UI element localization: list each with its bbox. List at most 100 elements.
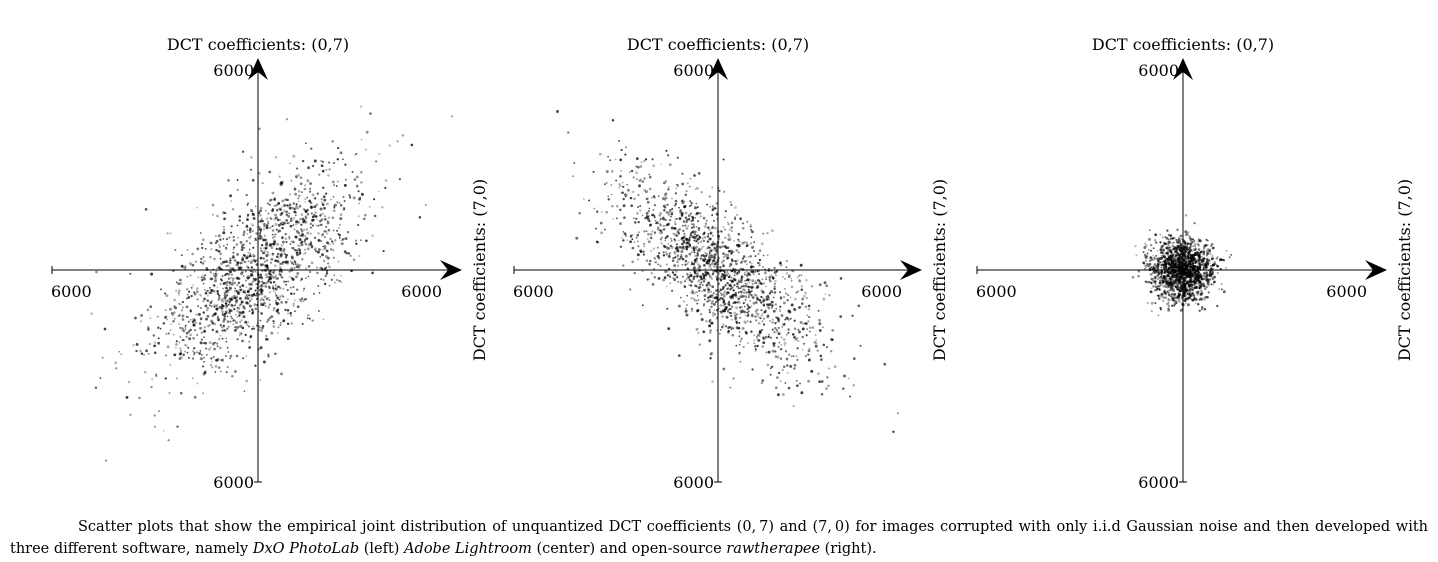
y-axis-arrowhead	[1173, 58, 1193, 80]
scatter-point	[1185, 254, 1188, 257]
scatter-point	[179, 352, 183, 355]
scatter-point	[1177, 299, 1180, 302]
scatter-point	[288, 270, 291, 273]
scatter-point	[200, 354, 203, 356]
scatter-point	[352, 258, 356, 262]
scatter-point	[285, 280, 287, 283]
scatter-point	[247, 259, 250, 263]
scatter-point	[724, 253, 727, 257]
scatter-point	[238, 334, 241, 337]
scatter-point	[225, 327, 229, 330]
y-axis-label: DCT coefficients: (0,7)	[1092, 35, 1274, 54]
scatter-point	[174, 342, 178, 346]
scatter-point	[245, 295, 249, 299]
scatter-point	[175, 347, 177, 349]
scatter-point	[1205, 274, 1209, 278]
scatter-point	[741, 275, 743, 277]
scatter-point	[1188, 293, 1191, 296]
scatter-point	[742, 302, 745, 305]
scatter-point	[252, 277, 255, 280]
scatter-point	[225, 337, 228, 340]
scatter-point	[782, 338, 786, 341]
scatter-point	[787, 318, 790, 321]
scatter-point	[263, 252, 266, 255]
scatter-point	[771, 321, 774, 324]
scatter-point	[684, 224, 687, 227]
scatter-point	[189, 309, 192, 312]
scatter-point	[754, 255, 757, 258]
scatter-point	[254, 307, 258, 311]
scatter-point	[194, 321, 198, 325]
scatter-point	[741, 257, 745, 260]
scatter-point	[809, 326, 812, 329]
scatter-point	[331, 240, 334, 243]
scatter-point	[289, 243, 292, 245]
scatter-point	[654, 261, 658, 264]
scatter-point	[239, 288, 243, 292]
scatter-point	[781, 323, 784, 326]
scatter-point	[1195, 253, 1198, 256]
scatter-point	[186, 305, 189, 308]
scatter-point	[833, 365, 837, 368]
scatter-point	[674, 202, 678, 205]
scatter-point	[826, 376, 829, 379]
scatter-point	[703, 263, 706, 267]
scatter-point	[264, 304, 267, 307]
scatter-point	[179, 335, 182, 338]
scatter-point	[697, 249, 699, 252]
scatter-point	[326, 221, 330, 225]
scatter-point	[754, 280, 757, 283]
scatter-point	[246, 297, 250, 300]
scatter-point	[747, 293, 751, 297]
scatter-point	[1200, 289, 1203, 293]
scatter-point	[689, 177, 692, 180]
scatter-point	[694, 230, 697, 233]
scatter-point	[1198, 298, 1201, 301]
scatter-point	[1143, 262, 1146, 265]
scatter-point	[643, 245, 646, 248]
scatter-point	[283, 253, 286, 255]
scatter-point	[761, 345, 764, 348]
scatter-point	[738, 316, 742, 319]
scatter-point	[297, 264, 301, 267]
scatter-point	[314, 247, 317, 250]
scatter-point	[747, 288, 750, 291]
scatter-point	[224, 281, 227, 284]
scatter-point	[726, 221, 729, 224]
scatter-point	[660, 231, 663, 234]
scatter-point	[659, 265, 662, 268]
scatter-point	[766, 363, 770, 367]
scatter-point	[220, 262, 223, 266]
scatter-point	[604, 228, 606, 231]
scatter-point	[730, 294, 734, 298]
scatter-point	[225, 304, 228, 307]
scatter-point	[827, 384, 830, 388]
scatter-point	[1155, 271, 1159, 274]
scatter-point	[94, 386, 98, 389]
scatter-point	[233, 246, 236, 249]
scatter-point	[683, 247, 686, 250]
scatter-point	[215, 239, 219, 243]
scatter-point	[1159, 249, 1163, 252]
scatter-point	[719, 292, 722, 295]
scatter-point	[236, 252, 240, 256]
scatter-point	[719, 303, 723, 307]
scatter-point	[691, 289, 694, 292]
scatter-point	[222, 297, 225, 300]
scatter-point	[774, 350, 777, 353]
scatter-point	[705, 247, 708, 250]
scatter-point	[744, 298, 747, 301]
scatter-point	[231, 317, 233, 320]
scatter-point	[687, 276, 690, 279]
scatter-point	[304, 234, 307, 237]
scatter-point	[1164, 286, 1167, 289]
scatter-point	[764, 285, 767, 288]
scatter-point	[263, 228, 265, 231]
scatter-point	[1172, 266, 1175, 269]
scatter-point	[349, 254, 352, 257]
scatter-point	[741, 222, 745, 225]
scatter-point	[311, 319, 314, 322]
scatter-point	[211, 321, 215, 325]
scatter-point	[635, 171, 639, 175]
scatter-point	[283, 247, 286, 250]
